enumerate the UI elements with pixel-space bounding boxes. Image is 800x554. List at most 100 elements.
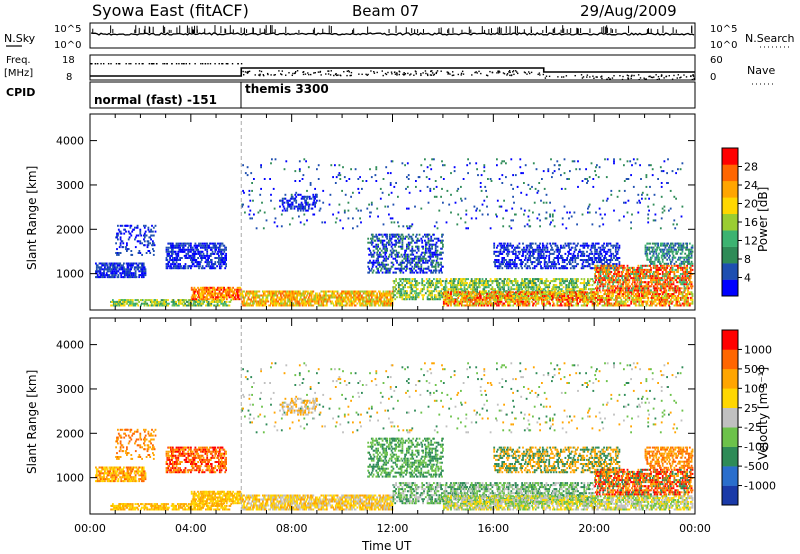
- nave-dot: [162, 63, 164, 65]
- nave-dot: [266, 72, 269, 75]
- scatter-cell: [306, 294, 308, 297]
- scatter-cell: [102, 264, 104, 267]
- scatter-cell: [476, 290, 478, 293]
- scatter-cell: [406, 280, 409, 283]
- scatter-cell: [102, 276, 104, 279]
- scatter-cell: [370, 237, 372, 240]
- scatter-cell: [526, 291, 529, 294]
- scatter-cell: [418, 233, 421, 236]
- scatter-cell: [186, 257, 189, 259]
- scatter-cell: [202, 290, 205, 293]
- scatter-cell: [503, 288, 505, 291]
- scatter-cell: [307, 290, 309, 293]
- scatter-cell: [186, 300, 189, 303]
- scatter-cell: [214, 257, 217, 259]
- scatter-cell: [383, 245, 386, 248]
- scatter-cell: [475, 284, 478, 287]
- scatter-cell: [119, 244, 122, 247]
- scatter-cell: [497, 290, 500, 293]
- scatter-cell: [367, 300, 370, 303]
- scatter-cell: [266, 298, 269, 301]
- scatter-cell: [520, 302, 523, 305]
- scatter-cell: [460, 298, 462, 301]
- scatter-cell: [373, 235, 376, 238]
- scatter-cell: [221, 259, 224, 261]
- nave-dot: [153, 63, 155, 65]
- scatter-cell: [278, 304, 280, 307]
- nave-dot: [497, 70, 499, 72]
- scatter-cell: [453, 302, 456, 305]
- scatter-cell: [516, 300, 519, 303]
- nave-dot: [280, 73, 282, 75]
- scatter-cell: [141, 266, 144, 269]
- scatter-cell: [269, 304, 271, 307]
- scatter-cell: [377, 269, 379, 272]
- scatter-cell: [392, 263, 395, 266]
- scatter-cell: [552, 302, 555, 305]
- scatter-cell: [406, 261, 409, 264]
- scatter-cell: [341, 298, 343, 301]
- scatter-cell: [139, 252, 142, 254]
- nave-dot: [649, 75, 651, 77]
- scatter-cell: [386, 233, 388, 236]
- scatter-cell: [414, 292, 416, 295]
- scatter-cell: [340, 302, 343, 305]
- scatter-cell: [410, 292, 413, 295]
- scatter-cell: [507, 291, 510, 294]
- scatter-cell: [492, 288, 495, 291]
- scatter-cell: [291, 290, 294, 293]
- scatter-cell: [394, 294, 397, 297]
- scatter-cell: [538, 284, 541, 287]
- scatter-cell: [455, 290, 458, 293]
- scatter-cell: [423, 257, 425, 260]
- scatter-cell: [290, 292, 293, 295]
- nave-dot: [262, 74, 264, 76]
- scatter-cell: [576, 298, 579, 301]
- scatter-cell: [424, 249, 427, 252]
- scatter-cell: [586, 282, 588, 285]
- scatter-cell: [572, 280, 575, 283]
- scatter-cell: [380, 294, 383, 297]
- scatter-cell: [345, 304, 348, 307]
- scatter-cell: [381, 239, 384, 242]
- scatter-cell: [563, 282, 566, 285]
- scatter-cell: [177, 246, 180, 249]
- nave-dot: [260, 70, 263, 73]
- scatter-cell: [500, 300, 503, 303]
- scatter-cell: [177, 242, 180, 245]
- scatter-cell: [467, 296, 469, 299]
- scatter-cell: [579, 288, 582, 291]
- scatter-cell: [168, 261, 171, 264]
- scatter-cell: [296, 300, 298, 303]
- scatter-cell: [142, 302, 145, 305]
- scatter-cell: [284, 296, 287, 299]
- scatter-cell: [412, 239, 415, 242]
- scatter-cell: [216, 292, 219, 295]
- scatter-cell: [532, 290, 534, 293]
- scatter-cell: [526, 278, 529, 281]
- nsky-label: N.Sky: [4, 32, 36, 45]
- scatter-cell: [478, 284, 480, 287]
- scatter-cell: [198, 290, 200, 293]
- nave-dot: [394, 73, 397, 75]
- nave-dot: [329, 74, 332, 76]
- scatter-cell: [171, 257, 174, 259]
- scatter-cell: [516, 280, 519, 283]
- scatter-cell: [362, 304, 365, 307]
- nave-dot: [317, 71, 320, 73]
- nave-dot: [214, 63, 216, 65]
- scatter-cell: [346, 302, 349, 305]
- scatter-cell: [221, 286, 224, 289]
- scatter-cell: [116, 266, 119, 269]
- nave-dot: [582, 76, 585, 78]
- scatter-cell: [359, 300, 361, 303]
- nave-dot: [295, 71, 297, 73]
- scatter-cell: [442, 304, 445, 307]
- scatter-cell: [390, 237, 393, 240]
- scatter-cell: [560, 304, 563, 307]
- scatter-cell: [524, 282, 527, 285]
- nave-dot: [398, 73, 401, 76]
- scatter-cell: [148, 236, 151, 239]
- scatter-cell: [504, 290, 506, 293]
- nave-dot: [246, 72, 249, 74]
